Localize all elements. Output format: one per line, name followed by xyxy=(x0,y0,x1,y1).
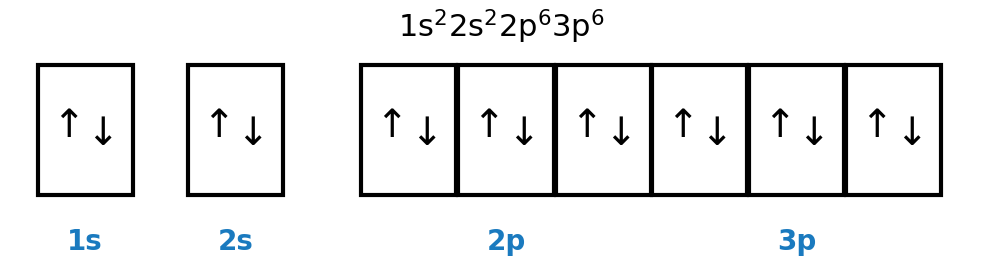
Text: ↓: ↓ xyxy=(507,115,539,153)
Text: 3p: 3p xyxy=(777,228,817,256)
Bar xyxy=(651,65,746,195)
Text: $\mathdefault{1s^22s^22p^63p^6}$: $\mathdefault{1s^22s^22p^63p^6}$ xyxy=(398,8,604,46)
Text: ↑: ↑ xyxy=(473,107,505,145)
Bar xyxy=(187,65,283,195)
Text: 1s: 1s xyxy=(67,228,103,256)
Text: ↑: ↑ xyxy=(666,107,698,145)
Bar xyxy=(846,65,941,195)
Text: 2p: 2p xyxy=(486,228,526,256)
Text: ↓: ↓ xyxy=(236,115,269,153)
Text: ↓: ↓ xyxy=(410,115,442,153)
Bar xyxy=(361,65,457,195)
Text: ↑: ↑ xyxy=(202,107,234,145)
Text: ↑: ↑ xyxy=(861,107,893,145)
Text: ↓: ↓ xyxy=(604,115,636,153)
Bar xyxy=(555,65,651,195)
Text: ↓: ↓ xyxy=(700,115,732,153)
Text: ↑: ↑ xyxy=(570,107,602,145)
Bar xyxy=(458,65,553,195)
Text: ↓: ↓ xyxy=(895,115,927,153)
Text: ↑: ↑ xyxy=(376,107,408,145)
Text: ↑: ↑ xyxy=(764,107,796,145)
Text: ↑: ↑ xyxy=(52,107,84,145)
Text: ↓: ↓ xyxy=(798,115,830,153)
Bar xyxy=(38,65,132,195)
Text: 2s: 2s xyxy=(217,228,254,256)
Text: ↓: ↓ xyxy=(86,115,118,153)
Bar xyxy=(748,65,844,195)
